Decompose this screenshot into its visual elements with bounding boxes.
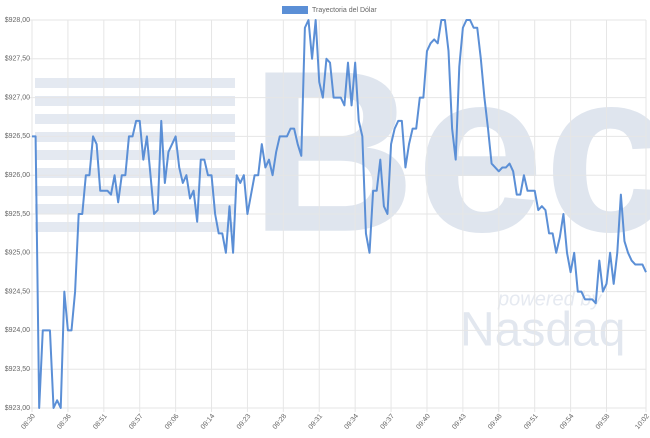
x-tick-label: 09:58 [595,413,612,431]
y-tick-label: $927,50 [5,56,30,63]
x-tick-label: 09:43 [451,413,468,431]
x-tick-label: 09:34 [343,413,360,431]
y-tick-label: $925,50 [5,211,30,218]
y-tick-label: $927,00 [5,94,30,101]
x-tick-label: 09:14 [200,413,217,431]
x-tick-label: 09:40 [415,413,432,431]
watermark-brand: Bec [250,23,650,280]
y-tick-label: $924,50 [5,288,30,295]
line-series [32,19,647,409]
legend-label: Trayectoria del Dólar [312,7,377,14]
x-tick-label: 09:06 [164,413,181,431]
x-tick-label: 09:23 [236,413,253,431]
x-tick-label: 08:57 [128,413,145,431]
legend-swatch [282,6,308,14]
x-tick-label: 09:37 [379,413,396,431]
x-tick-label: 09:31 [308,413,325,431]
y-tick-label: $928,00 [5,17,30,24]
x-tick-label: 09:51 [523,413,540,431]
x-tick-label: 09:54 [559,413,576,431]
y-tick-label: $925,00 [5,250,30,257]
y-tick-label: $923,00 [5,405,30,412]
x-tick-label: 08:30 [20,413,37,431]
y-tick-label: $923,50 [5,366,30,373]
x-tick-label: 10:02 [634,413,650,431]
x-tick-label: 08:51 [92,413,109,431]
x-tick-label: 09:28 [272,413,289,431]
y-tick-label: $926,00 [5,172,30,179]
x-tick-label: 08:36 [56,413,73,431]
watermark-tagline: powered by [497,288,602,310]
y-tick-label: $926,50 [5,133,30,140]
watermark: Bec powered by Nasdaq [35,23,650,357]
y-tick-label: $924,00 [5,327,30,334]
x-tick-label: 09:48 [487,413,504,431]
